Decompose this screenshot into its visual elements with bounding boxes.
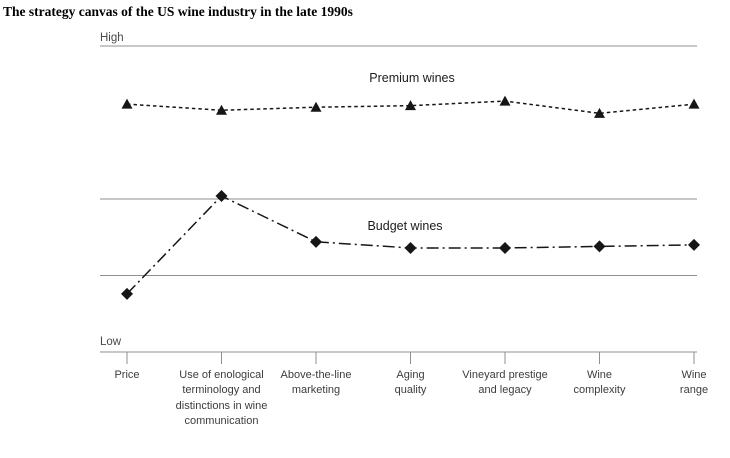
triangle-marker xyxy=(499,95,511,106)
diamond-marker xyxy=(310,235,322,248)
triangle-marker xyxy=(594,107,605,118)
diamond-marker xyxy=(215,189,228,202)
triangle-marker xyxy=(121,98,133,109)
triangle-marker xyxy=(310,101,322,112)
y-axis-low-label: Low xyxy=(100,336,122,348)
diamond-marker xyxy=(688,238,700,251)
diamond-marker xyxy=(593,240,606,253)
triangle-marker xyxy=(216,104,227,115)
triangle-marker xyxy=(405,100,416,111)
diamond-marker xyxy=(121,287,133,300)
premium-wines-series-label: Premium wines xyxy=(369,71,455,85)
budget-wines-series-label: Budget wines xyxy=(367,219,443,233)
triangle-marker xyxy=(688,98,700,109)
diamond-marker xyxy=(404,241,417,254)
y-axis-high-label: High xyxy=(100,32,124,44)
page-title: The strategy canvas of the US wine indus… xyxy=(3,4,353,19)
diamond-marker xyxy=(499,241,511,254)
